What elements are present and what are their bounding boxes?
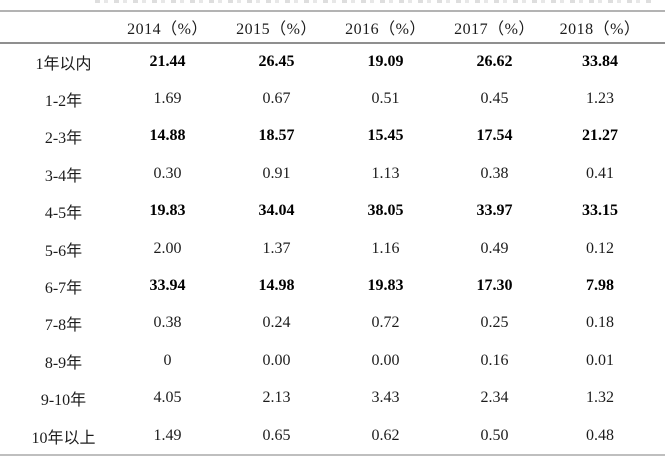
cell-value: 18.57 bbox=[258, 127, 295, 145]
cell-value: 0.91 bbox=[262, 164, 291, 182]
column-header: 2016（%） bbox=[345, 21, 426, 38]
maturity-distribution-table: 2014（%） 2015（%） 2016（%） 2017（%） 2018（%） 1年以内… bbox=[0, 12, 665, 454]
cell-value: 0.62 bbox=[371, 426, 400, 444]
cell-value: 0 bbox=[163, 351, 172, 369]
maturity-table-container: 2014（%） 2015（%） 2016（%） 2017（%） 2018（%） 1年以内… bbox=[0, 10, 665, 457]
cell-value: 21.44 bbox=[149, 53, 186, 71]
row-label: 9-10年 bbox=[40, 392, 87, 410]
cell-value: 17.54 bbox=[476, 127, 513, 145]
cell-value: 0.38 bbox=[153, 314, 182, 332]
row-label-header bbox=[0, 12, 113, 43]
cell-value: 33.15 bbox=[582, 202, 618, 220]
cell-value: 34.04 bbox=[258, 202, 295, 220]
table-row: 1-2年 1.69 0.67 0.51 0.45 1.23 bbox=[0, 80, 665, 117]
column-header: 2014（%） bbox=[127, 21, 208, 38]
cell-value: 0.25 bbox=[480, 314, 509, 332]
cell-value: 33.97 bbox=[476, 202, 513, 220]
table-row: 8-9年 0 0.00 0.00 0.16 0.01 bbox=[0, 342, 665, 379]
cell-value: 0.67 bbox=[262, 90, 291, 108]
cell-value: 26.45 bbox=[258, 53, 295, 71]
table-row: 5-6年 2.00 1.37 1.16 0.49 0.12 bbox=[0, 230, 665, 267]
table-row: 2-3年 14.88 18.57 15.45 17.54 21.27 bbox=[0, 118, 665, 155]
cell-value: 33.84 bbox=[582, 53, 618, 71]
table-row: 4-5年 19.83 34.04 38.05 33.97 33.15 bbox=[0, 193, 665, 230]
cell-value: 2.13 bbox=[262, 389, 291, 407]
column-header: 2015（%） bbox=[236, 21, 317, 38]
table-row: 6-7年 33.94 14.98 19.83 17.30 7.98 bbox=[0, 267, 665, 304]
cell-value: 0.16 bbox=[480, 351, 509, 369]
cell-value: 14.88 bbox=[149, 127, 186, 145]
cell-value: 21.27 bbox=[582, 127, 618, 145]
row-label: 1年以内 bbox=[35, 56, 92, 74]
cell-value: 0.45 bbox=[480, 90, 509, 108]
column-header: 2017（%） bbox=[454, 21, 535, 38]
cell-value: 0.24 bbox=[262, 314, 291, 332]
header-row: 2014（%） 2015（%） 2016（%） 2017（%） 2018（%） bbox=[0, 12, 665, 43]
table-body: 1年以内 21.44 26.45 19.09 26.62 33.84 1-2年 1.69 0.6… bbox=[0, 43, 665, 454]
cell-value: 1.16 bbox=[371, 239, 400, 257]
table-row: 9-10年 4.05 2.13 3.43 2.34 1.32 bbox=[0, 380, 665, 417]
row-label: 2-3年 bbox=[44, 130, 83, 148]
table-row: 10年以上 1.49 0.65 0.62 0.50 0.48 bbox=[0, 417, 665, 454]
clipped-title-remnant bbox=[95, 0, 651, 3]
cell-value: 3.43 bbox=[371, 389, 400, 407]
cell-value: 0.00 bbox=[371, 351, 400, 369]
cell-value: 26.62 bbox=[476, 53, 513, 71]
cell-value: 1.49 bbox=[153, 426, 182, 444]
cell-value: 0.72 bbox=[371, 314, 400, 332]
cell-value: 0.18 bbox=[586, 314, 614, 332]
cell-value: 4.05 bbox=[153, 389, 182, 407]
cell-value: 0.49 bbox=[480, 239, 509, 257]
cell-value: 0.41 bbox=[586, 164, 614, 182]
row-label: 8-9年 bbox=[44, 354, 83, 372]
cell-value: 0.30 bbox=[153, 164, 182, 182]
cell-value: 1.32 bbox=[586, 389, 614, 407]
cell-value: 1.23 bbox=[586, 90, 614, 108]
row-label: 6-7年 bbox=[44, 280, 83, 298]
cell-value: 0.00 bbox=[262, 351, 291, 369]
cell-value: 19.83 bbox=[367, 277, 404, 295]
cell-value: 1.13 bbox=[371, 164, 400, 182]
cell-value: 0.12 bbox=[586, 239, 614, 257]
cell-value: 7.98 bbox=[586, 277, 614, 295]
cell-value: 2.34 bbox=[480, 389, 509, 407]
cell-value: 15.45 bbox=[367, 127, 404, 145]
row-label: 4-5年 bbox=[44, 205, 83, 223]
row-label: 7-8年 bbox=[44, 317, 83, 335]
cell-value: 0.48 bbox=[586, 426, 614, 444]
cell-value: 19.09 bbox=[367, 53, 404, 71]
table-header: 2014（%） 2015（%） 2016（%） 2017（%） 2018（%） bbox=[0, 12, 665, 43]
table-row: 1年以内 21.44 26.45 19.09 26.62 33.84 bbox=[0, 43, 665, 80]
cell-value: 14.98 bbox=[258, 277, 295, 295]
cell-value: 2.00 bbox=[153, 239, 182, 257]
cell-value: 1.37 bbox=[262, 239, 291, 257]
cell-value: 1.69 bbox=[153, 90, 182, 108]
row-label: 3-4年 bbox=[44, 167, 83, 185]
column-header: 2018（%） bbox=[559, 21, 641, 38]
cell-value: 19.83 bbox=[149, 202, 186, 220]
row-label: 1-2年 bbox=[44, 93, 83, 111]
cell-value: 0.01 bbox=[586, 351, 614, 369]
row-label: 10年以上 bbox=[31, 429, 96, 447]
table-row: 7-8年 0.38 0.24 0.72 0.25 0.18 bbox=[0, 305, 665, 342]
cell-value: 0.38 bbox=[480, 164, 509, 182]
cell-value: 0.51 bbox=[371, 90, 400, 108]
cell-value: 0.50 bbox=[480, 426, 509, 444]
row-label: 5-6年 bbox=[44, 242, 83, 260]
table-row: 3-4年 0.30 0.91 1.13 0.38 0.41 bbox=[0, 155, 665, 192]
cell-value: 0.65 bbox=[262, 426, 291, 444]
cell-value: 33.94 bbox=[149, 277, 186, 295]
cell-value: 38.05 bbox=[367, 202, 404, 220]
cell-value: 17.30 bbox=[476, 277, 513, 295]
